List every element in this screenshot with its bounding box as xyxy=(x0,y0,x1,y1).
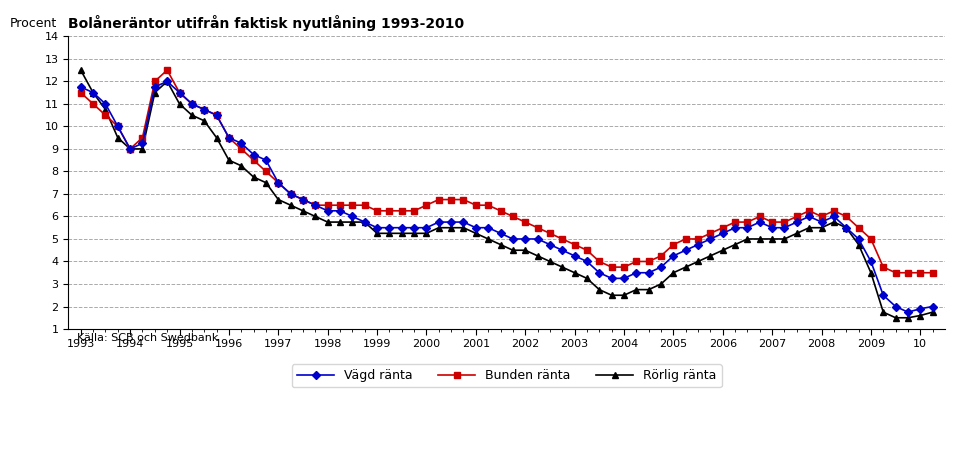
Text: Bolåneräntor utifrån faktisk nyutlåning 1993-2010: Bolåneräntor utifrån faktisk nyutlåning … xyxy=(68,15,465,31)
Text: Källa: SCB och Swedbank: Källa: SCB och Swedbank xyxy=(77,333,219,343)
Bunden ränta xyxy=(347,202,358,208)
Vägd ränta xyxy=(816,220,828,225)
Vägd ränta xyxy=(927,304,939,309)
Bunden ränta xyxy=(285,191,297,197)
Bunden ränta xyxy=(927,270,939,275)
Rörlig ränta xyxy=(804,225,815,230)
Vägd ränta xyxy=(445,220,457,225)
Bunden ränta xyxy=(890,270,901,275)
Legend: Vägd ränta, Bunden ränta, Rörlig ränta: Vägd ränta, Bunden ränta, Rörlig ränta xyxy=(292,364,722,387)
Vägd ränta xyxy=(161,79,173,84)
Line: Rörlig ränta: Rörlig ränta xyxy=(78,68,935,320)
Line: Vägd ränta: Vägd ränta xyxy=(78,79,935,315)
Bunden ränta xyxy=(557,236,568,242)
Rörlig ränta xyxy=(890,315,901,320)
Bunden ränta xyxy=(199,107,210,112)
Rörlig ränta xyxy=(75,68,86,73)
Vägd ränta xyxy=(75,84,86,90)
Rörlig ränta xyxy=(927,310,939,315)
Vägd ränta xyxy=(347,214,358,219)
Bunden ränta xyxy=(75,90,86,95)
Bunden ränta xyxy=(161,68,173,73)
Vägd ränta xyxy=(285,191,297,197)
Rörlig ränta xyxy=(791,231,803,236)
Rörlig ränta xyxy=(334,220,346,225)
Vägd ränta xyxy=(199,107,210,112)
Bunden ränta xyxy=(816,214,828,219)
Vägd ränta xyxy=(557,248,568,253)
Rörlig ränta xyxy=(544,259,556,264)
Bunden ränta xyxy=(445,197,457,202)
Rörlig ränta xyxy=(273,197,284,202)
Rörlig ränta xyxy=(186,112,198,118)
Line: Bunden ränta: Bunden ränta xyxy=(78,68,935,275)
Y-axis label: Procent: Procent xyxy=(10,18,57,31)
Vägd ränta xyxy=(902,310,914,315)
